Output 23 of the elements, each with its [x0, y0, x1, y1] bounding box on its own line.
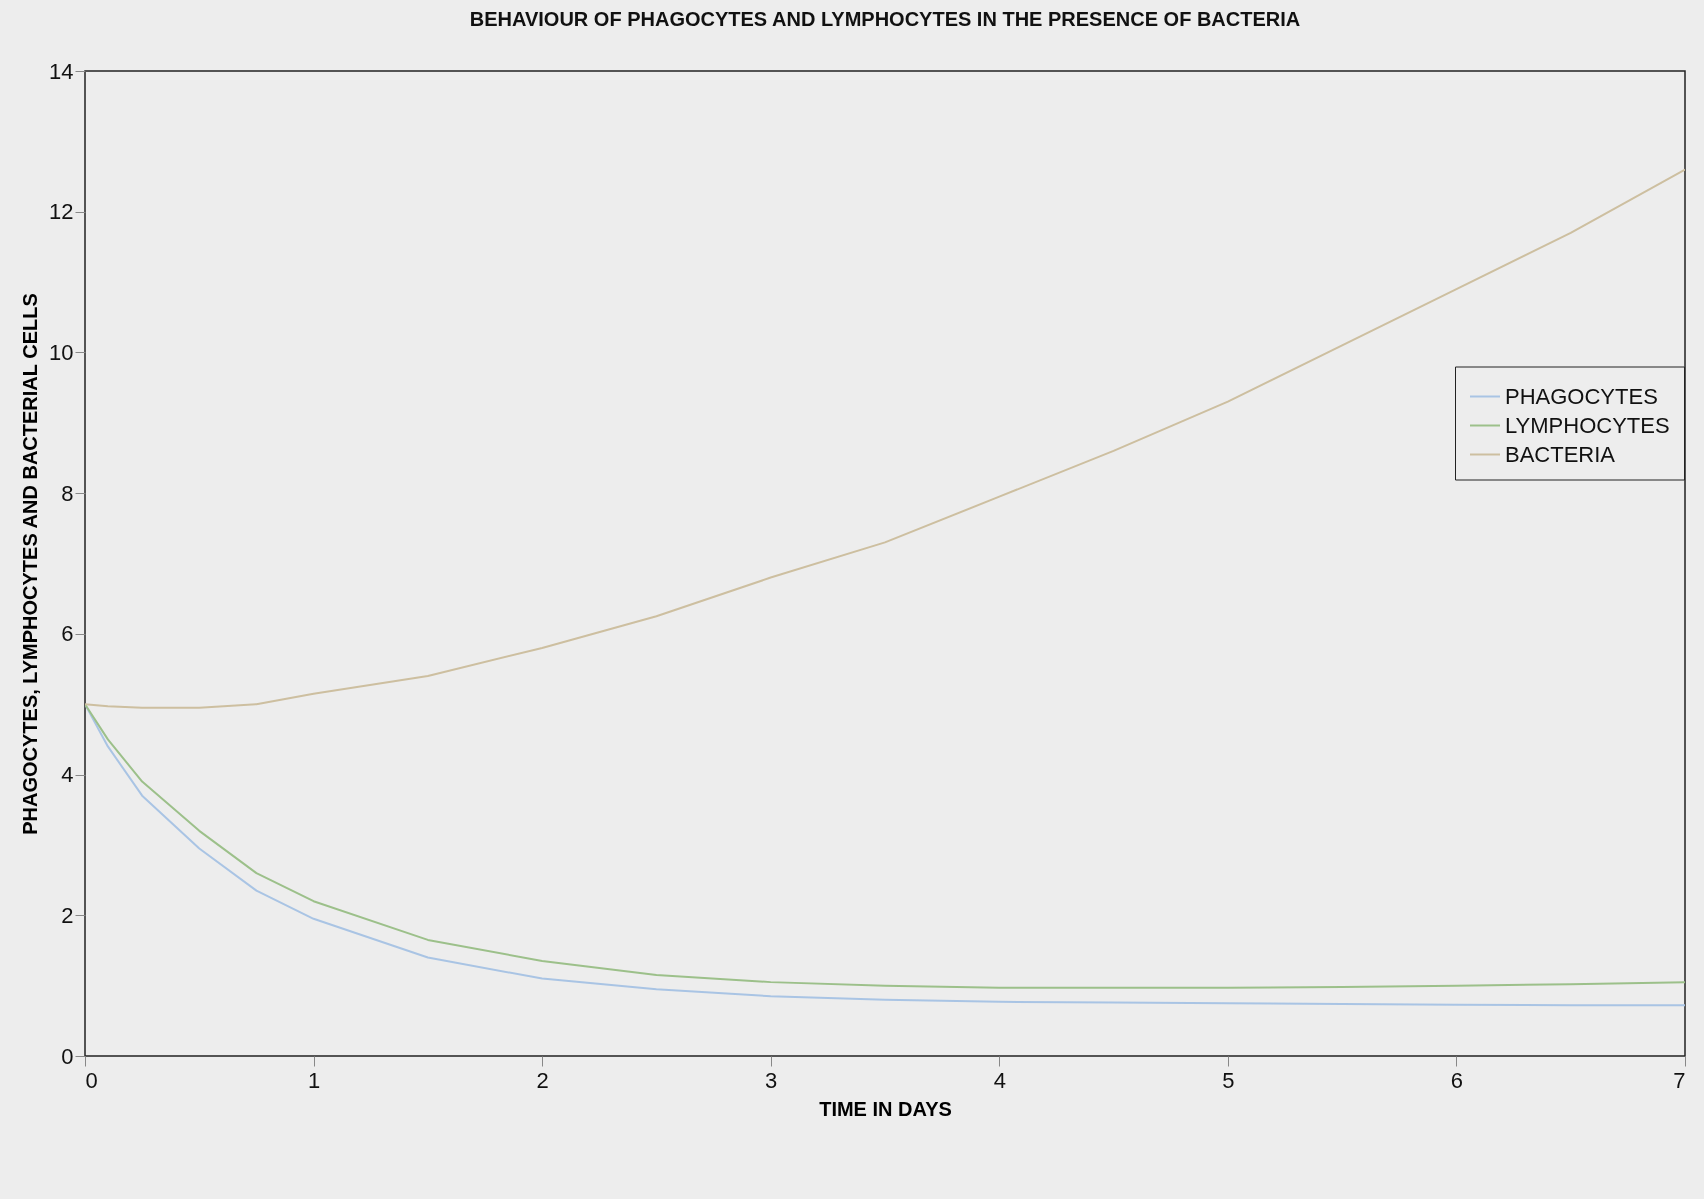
- y-axis-title: PHAGOCYTES, LYMPHOCYTES AND BACTERIAL CELLS: [19, 293, 42, 835]
- chart-title: BEHAVIOUR OF PHAGOCYTES AND LYMPHOCYTES IN THE PRESENCE OF BACTERIA: [469, 8, 1301, 30]
- y-tick-label: 2: [61, 902, 74, 928]
- line-series: [85, 168, 1685, 709]
- legend-label: BACTERIA: [1505, 441, 1616, 467]
- y-tick-label: 8: [61, 480, 74, 506]
- x-tick-label: 3: [765, 1067, 778, 1093]
- legend-label: PHAGOCYTES: [1505, 383, 1658, 409]
- x-tick-label: 5: [1222, 1067, 1235, 1093]
- x-axis-title: TIME IN DAYS: [819, 1097, 952, 1120]
- y-tick-label: 14: [49, 58, 74, 84]
- y-tick-label: 6: [61, 621, 74, 647]
- x-tick-label: 1: [307, 1067, 321, 1093]
- x-tick-label: 0: [85, 1067, 98, 1093]
- y-tick-label: 4: [61, 762, 74, 788]
- x-tick-label: 4: [993, 1067, 1006, 1093]
- x-tick-label: 2: [536, 1067, 549, 1093]
- x-tick-label: 7: [1673, 1067, 1686, 1093]
- y-tick-label: 0: [61, 1043, 74, 1069]
- legend-label: LYMPHOCYTES: [1505, 412, 1670, 438]
- y-tick-label: 10: [49, 339, 74, 365]
- y-tick-label: 12: [49, 199, 74, 225]
- x-tick-label: 6: [1450, 1067, 1464, 1093]
